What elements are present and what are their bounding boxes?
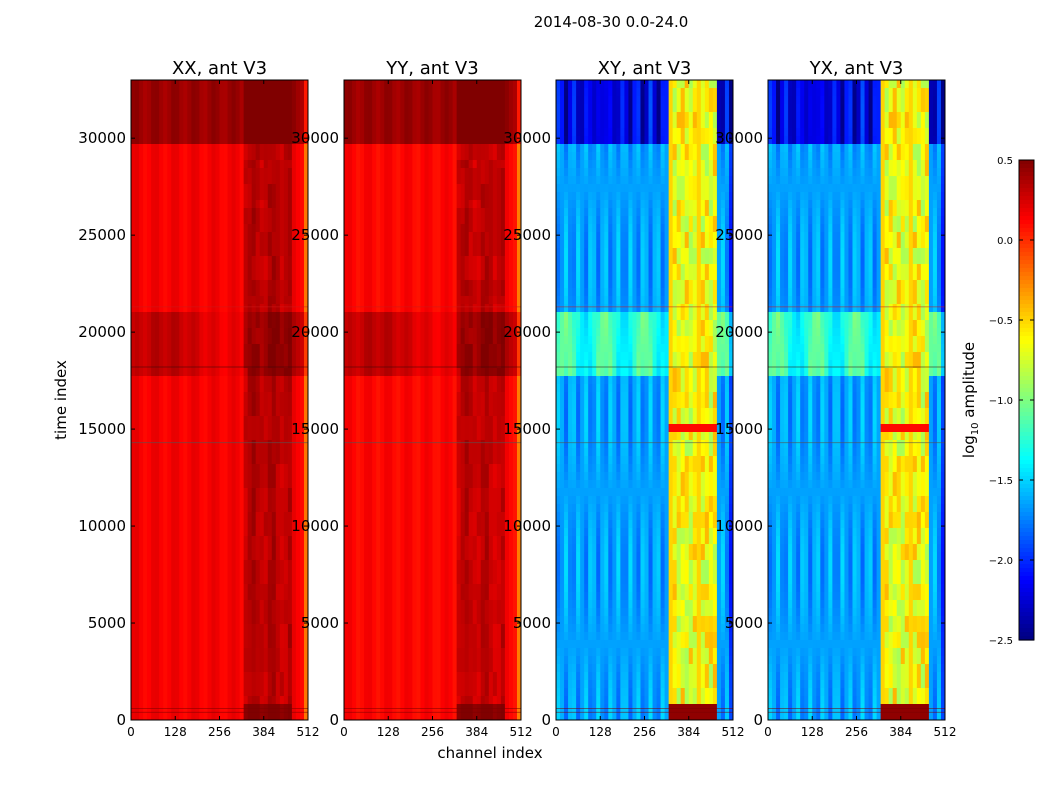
colorbar-tick-label: −2.5: [989, 636, 1013, 647]
x-tick-label: 512: [934, 725, 957, 739]
y-tick-label: 5000: [725, 614, 763, 632]
x-tick-label: 0: [552, 725, 560, 739]
y-tick-label: 30000: [715, 129, 763, 147]
x-tick-label: 512: [722, 725, 745, 739]
colorbar-gradient: [1019, 160, 1034, 641]
y-tick-label: 5000: [513, 614, 551, 632]
y-tick-label: 0: [329, 711, 339, 729]
y-tick-label: 15000: [503, 420, 551, 438]
y-tick-label: 0: [541, 711, 551, 729]
x-tick-label: 384: [465, 725, 488, 739]
x-tick-label: 128: [589, 725, 612, 739]
y-tick-label: 30000: [78, 129, 126, 147]
panel-xy: XY, ant V3 0 128 256 384 512 0 5000 10000 15000 20…: [503, 58, 744, 739]
y-tick-label: 25000: [291, 226, 339, 244]
colorbar-tick-label: −2.0: [989, 556, 1013, 567]
x-axis-label: channel index: [437, 744, 542, 762]
x-tick-label: 512: [297, 725, 320, 739]
heatmap-image-yy: [344, 80, 521, 720]
heatmap-image-xx: [131, 80, 308, 720]
y-tick-label: 25000: [78, 226, 126, 244]
panel-xx: XX, ant V3 0 128 256 384 512 0 5000 10000 15000 20…: [78, 58, 319, 739]
figure-suptitle: 2014-08-30 0.0-24.0: [534, 13, 689, 31]
y-tick-label: 10000: [291, 517, 339, 535]
y-tick-label: 25000: [715, 226, 763, 244]
x-tick-label: 128: [801, 725, 824, 739]
x-tick-label: 384: [252, 725, 275, 739]
panel-title: YX, ant V3: [809, 58, 904, 79]
panel-title: YY, ant V3: [385, 58, 478, 79]
x-tick-label: 0: [764, 725, 772, 739]
y-tick-label: 20000: [291, 323, 339, 341]
colorbar-tick-label: −0.5: [989, 316, 1013, 327]
colorbar-tick-label: 0.0: [997, 236, 1013, 247]
y-tick-label: 30000: [503, 129, 551, 147]
panel-yy: YY, ant V3 0 128 256 384 512 0 5000 10000 15000 20…: [291, 58, 532, 739]
y-tick-label: 15000: [78, 420, 126, 438]
x-tick-label: 384: [677, 725, 700, 739]
y-tick-label: 10000: [78, 517, 126, 535]
x-tick-label: 512: [510, 725, 533, 739]
y-tick-label: 0: [116, 711, 126, 729]
x-tick-label: 0: [127, 725, 135, 739]
y-tick-label: 20000: [503, 323, 551, 341]
heatmap-image-xy: [556, 80, 733, 720]
panel-title: XY, ant V3: [598, 58, 692, 79]
colorbar: 0.5 0.0 −0.5 −1.0 −1.5 −2.0 −2.5 log10 amplitud…: [960, 156, 1035, 647]
x-tick-label: 128: [377, 725, 400, 739]
panels: XX, ant V3 0 128 256 384 512 0 5000 10000 15000 20…: [78, 58, 956, 739]
colorbar-tick-label: 0.5: [997, 156, 1013, 167]
y-tick-label: 20000: [715, 323, 763, 341]
y-tick-label: 30000: [291, 129, 339, 147]
heatmap-image-yx: [768, 80, 945, 720]
x-tick-label: 0: [340, 725, 348, 739]
panel-yx: YX, ant V3 0 128 256 384 512 0 5000 10000 15000 20…: [715, 58, 956, 739]
y-axis-label: time index: [52, 360, 70, 440]
x-tick-label: 128: [164, 725, 187, 739]
colorbar-tick-label: −1.5: [989, 476, 1013, 487]
y-tick-label: 10000: [503, 517, 551, 535]
y-tick-label: 5000: [301, 614, 339, 632]
y-tick-label: 15000: [291, 420, 339, 438]
y-tick-label: 5000: [88, 614, 126, 632]
x-tick-label: 384: [889, 725, 912, 739]
x-tick-label: 256: [845, 725, 868, 739]
y-tick-label: 20000: [78, 323, 126, 341]
y-tick-label: 15000: [715, 420, 763, 438]
x-tick-label: 256: [208, 725, 231, 739]
y-tick-label: 0: [753, 711, 763, 729]
x-tick-label: 256: [421, 725, 444, 739]
colorbar-tick-label: −1.0: [989, 396, 1013, 407]
y-tick-label: 25000: [503, 226, 551, 244]
panel-title: XX, ant V3: [172, 58, 267, 79]
x-tick-label: 256: [633, 725, 656, 739]
colorbar-label: log10 amplitude: [960, 342, 981, 458]
y-tick-label: 10000: [715, 517, 763, 535]
